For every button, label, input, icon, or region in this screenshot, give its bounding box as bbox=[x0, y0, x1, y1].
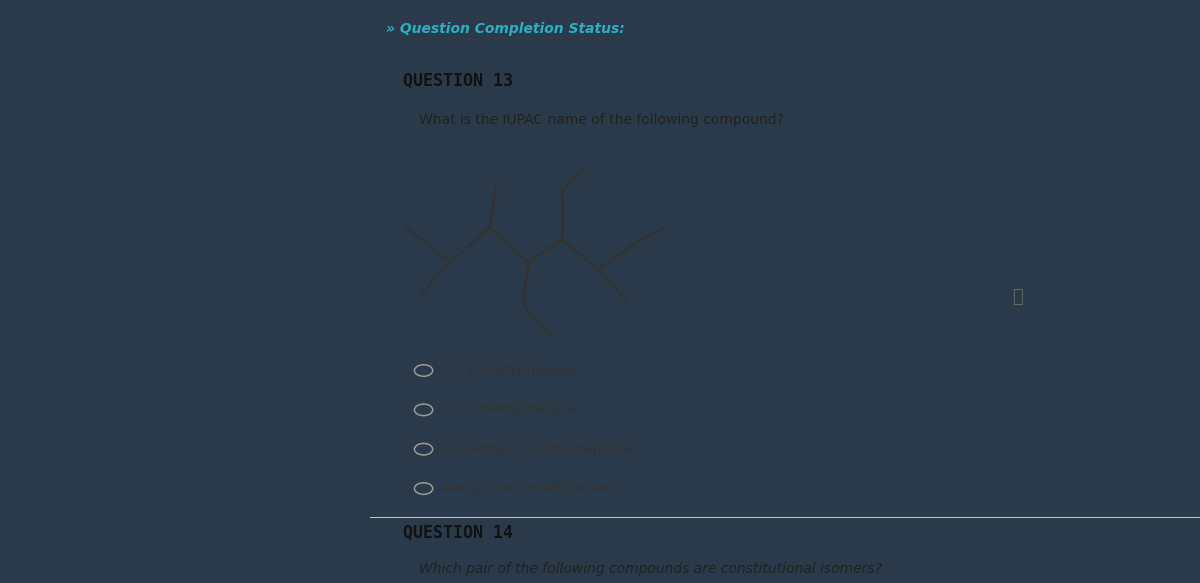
Text: QUESTION 13: QUESTION 13 bbox=[403, 71, 512, 89]
Text: ⤷: ⤷ bbox=[1012, 288, 1022, 306]
Text: 2,3,5-triethylhexane: 2,3,5-triethylhexane bbox=[440, 364, 576, 377]
Text: QUESTION 14: QUESTION 14 bbox=[403, 524, 512, 542]
Text: What is the IUPAC name of the following compound?: What is the IUPAC name of the following … bbox=[420, 113, 785, 128]
Text: 4-ethyl-3,6-dimethyloctane: 4-ethyl-3,6-dimethyloctane bbox=[440, 482, 622, 495]
Text: 2,4-diethyl-5-methylheptane: 2,4-diethyl-5-methylheptane bbox=[440, 442, 631, 456]
Text: » Question Completion Status:: » Question Completion Status: bbox=[386, 22, 625, 36]
Text: 2,4,5-triethylhexane: 2,4,5-triethylhexane bbox=[440, 403, 576, 416]
Text: Which pair of the following compounds are constitutional isomers?: Which pair of the following compounds ar… bbox=[420, 562, 882, 576]
